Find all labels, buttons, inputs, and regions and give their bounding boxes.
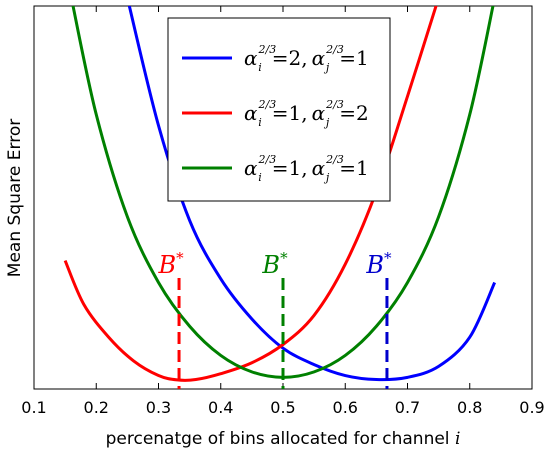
x-tick-label: 0.5 (270, 398, 295, 417)
x-tick-label: 0.6 (333, 398, 358, 417)
x-tick-label: 0.1 (21, 398, 46, 417)
bstar-label-2: B* (261, 249, 288, 279)
legend-label-2: α2/3 i =1, α2/3 j =2 (244, 98, 369, 129)
bstar-annotations: B* B* B* (157, 249, 392, 389)
legend-label-1: α2/3 i =2, α2/3 j =1 (244, 43, 369, 74)
legend-box (167, 17, 391, 202)
x-tick-label: 0.7 (395, 398, 420, 417)
x-tick-label: 0.8 (457, 398, 482, 417)
x-tick-label: 0.3 (146, 398, 171, 417)
x-tick-label: 0.4 (208, 398, 233, 417)
bstar-label-3: B* (365, 249, 392, 279)
x-axis-label: percenatge of bins allocated for channel… (106, 429, 461, 449)
bstar-label-1: B* (157, 249, 184, 279)
y-axis-label: Mean Square Error (5, 119, 25, 277)
legend-label-3: α2/3 i =1, α2/3 j =1 (244, 153, 369, 184)
x-tick-label: 0.9 (519, 398, 544, 417)
legend: α2/3 i =2, α2/3 j =1 α2/3 i =1, α2/3 j =2 α2/3 i =1, α2… (167, 17, 391, 202)
x-tick-label: 0.2 (84, 398, 109, 417)
x-axis-ticks: 0.1 0.2 0.3 0.4 0.5 0.6 0.7 0.8 0.9 (21, 6, 545, 417)
